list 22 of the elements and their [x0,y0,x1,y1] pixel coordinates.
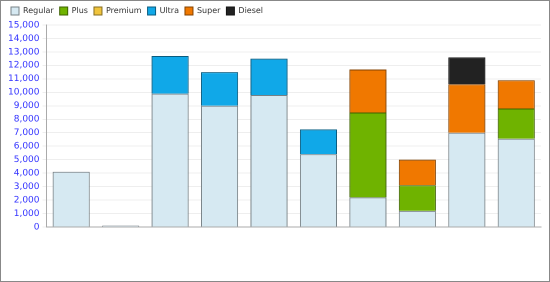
legend-label: Premium [106,6,142,16]
y-tick-label: 13,000 [8,47,40,58]
y-tick-label: 5,000 [14,155,40,166]
y-tick-label: 14,000 [8,34,40,44]
y-tick-label: 15,000 [8,20,40,30]
y-tick-label: 11,000 [8,74,40,84]
y-tick-label: 12,000 [8,60,40,71]
legend-label: Plus [72,6,88,16]
y-tick-label: 4,000 [14,168,40,178]
y-tick-label: 7,000 [14,128,40,138]
legend-label: Regular [23,6,54,16]
legend-label: Ultra [160,6,180,16]
y-tick-label: 10,000 [8,88,40,98]
y-tick-label: 0 [34,222,40,232]
y-tick-label: 9,000 [14,101,40,112]
y-tick-label: 3,000 [14,182,40,192]
legend-label: Super [196,6,222,16]
legend-label: Diesel [238,6,264,16]
y-tick-label: 1,000 [14,208,40,219]
y-tick-label: 6,000 [14,142,40,152]
y-tick-label: 2,000 [14,195,40,206]
y-tick-label: 8,000 [14,114,40,125]
